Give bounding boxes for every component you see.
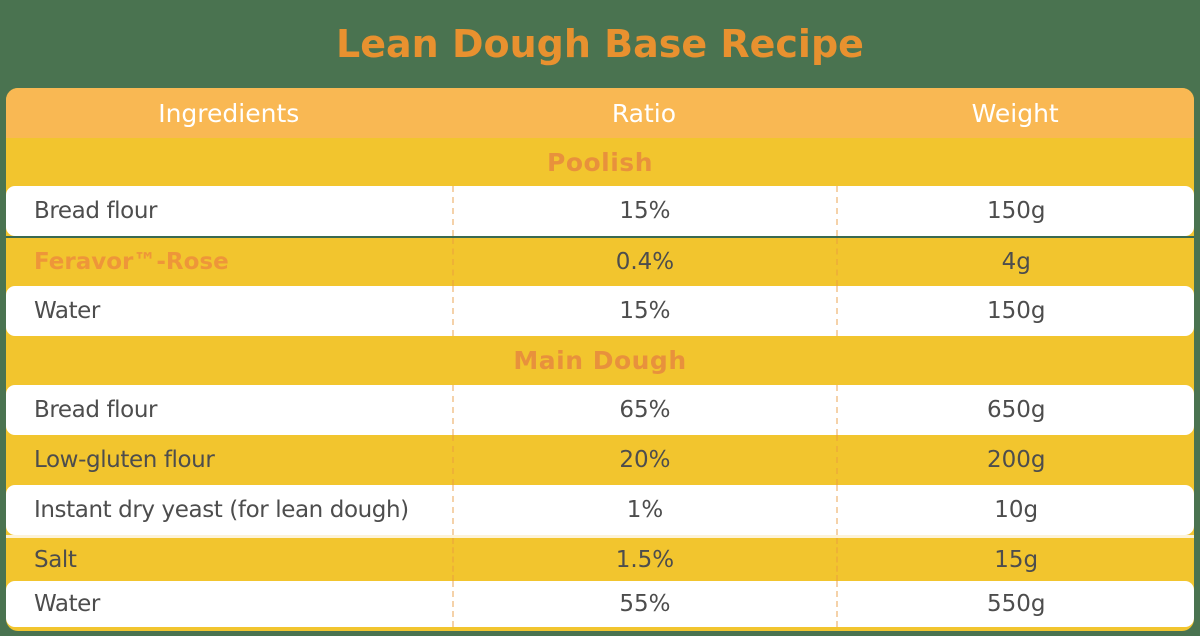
- ingredient-cell: Bread flour: [34, 198, 158, 224]
- ingredient-cell: Water: [34, 298, 100, 324]
- table-body: Poolish Bread flour 15% 150g Feravor™-Rose 0.…: [6, 138, 1194, 627]
- ratio-cell: 65%: [451, 385, 837, 435]
- weight-cell: 550g: [836, 581, 1194, 627]
- weight-cell: 4g: [836, 238, 1194, 286]
- ratio-cell: 1.5%: [451, 538, 837, 581]
- ratio-cell: 0.4%: [451, 238, 837, 286]
- ingredient-cell: Bread flour: [34, 397, 158, 423]
- weight-cell: 150g: [836, 286, 1194, 336]
- weight-cell: 15g: [836, 538, 1194, 581]
- table-row-instant-dry-yeast-for-lean-dough: Instant dry yeast (for lean dough) 1% 10g: [6, 485, 1194, 535]
- table-row-water: Water 15% 150g: [6, 286, 1194, 336]
- column-header-ratio: Ratio: [611, 98, 677, 128]
- ratio-cell: 55%: [451, 581, 837, 627]
- weight-cell: 10g: [836, 485, 1194, 535]
- table-row-low-gluten-flour: Low-gluten flour 20% 200g: [6, 435, 1194, 485]
- ingredient-cell: Salt: [34, 546, 77, 573]
- column-header-weight: Weight: [971, 98, 1059, 128]
- ratio-cell: 15%: [451, 186, 837, 236]
- page-title: Lean Dough Base Recipe: [336, 22, 864, 66]
- table-row-bread-flour: Bread flour 15% 150g: [6, 186, 1194, 236]
- ratio-cell: 1%: [451, 485, 837, 535]
- ratio-cell: 20%: [451, 435, 837, 485]
- weight-cell: 200g: [836, 435, 1194, 485]
- ingredient-cell: Instant dry yeast (for lean dough): [34, 497, 409, 523]
- ingredient-cell: Low-gluten flour: [34, 447, 215, 473]
- title-bar: Lean Dough Base Recipe: [0, 0, 1200, 88]
- ingredient-cell: Feravor™-Rose: [34, 249, 229, 275]
- section-header-main-dough: Main Dough: [513, 346, 687, 375]
- table-row-bread-flour: Bread flour 65% 650g: [6, 385, 1194, 435]
- table-row-water: Water 55% 550g: [6, 581, 1194, 627]
- recipe-table: Ingredients Ratio Weight Poolish Bread fl…: [6, 88, 1194, 631]
- table-row-salt: Salt 1.5% 15g: [6, 538, 1194, 581]
- ratio-cell: 15%: [451, 286, 837, 336]
- weight-cell: 150g: [836, 186, 1194, 236]
- image-seam-gap: [6, 535, 1194, 538]
- weight-cell: 650g: [836, 385, 1194, 435]
- column-header-ingredients: Ingredients: [158, 98, 300, 128]
- table-row-feravor-rose: Feravor™-Rose 0.4% 4g: [6, 236, 1194, 286]
- section-header-poolish: Poolish: [547, 147, 653, 177]
- table-header-row: Ingredients Ratio Weight: [6, 88, 1194, 138]
- ingredient-cell: Water: [34, 591, 100, 617]
